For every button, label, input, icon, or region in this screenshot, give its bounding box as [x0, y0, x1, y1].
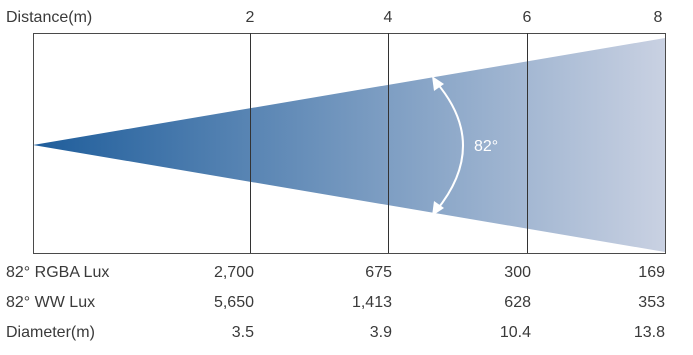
diagram-frame	[33, 33, 666, 254]
table-cell: 10.4	[499, 324, 531, 341]
distance-label-2: 2	[245, 9, 255, 26]
table-cell: 675	[365, 264, 392, 281]
beam-angle-label: 82°	[474, 138, 499, 155]
table-cell: 169	[638, 264, 665, 281]
row-label-ww-lux: 82° WW Lux	[6, 294, 96, 311]
beam-cone	[33, 38, 665, 252]
table-cell: 628	[504, 294, 531, 311]
table-cell: 1,413	[351, 294, 392, 311]
arc-arrowhead-top	[432, 76, 444, 91]
table-cell: 300	[504, 264, 531, 281]
table-cell: 5,650	[213, 294, 254, 311]
row-label-rgba-lux: 82° RGBA Lux	[6, 264, 110, 281]
beam-angle-arc	[435, 81, 464, 212]
distance-label-8: 8	[653, 9, 663, 26]
table-cell: 13.8	[633, 324, 665, 341]
distance-axis-label: Distance(m)	[6, 9, 93, 26]
arc-arrowhead-bottom	[432, 201, 444, 216]
table-cell: 2,700	[213, 264, 254, 281]
distance-label-6: 6	[522, 9, 532, 26]
distance-label-4: 4	[383, 9, 393, 26]
row-label-diameter: Diameter(m)	[6, 324, 95, 341]
table-cell: 3.5	[231, 324, 254, 341]
table-cell: 353	[638, 294, 665, 311]
table-cell: 3.9	[369, 324, 392, 341]
